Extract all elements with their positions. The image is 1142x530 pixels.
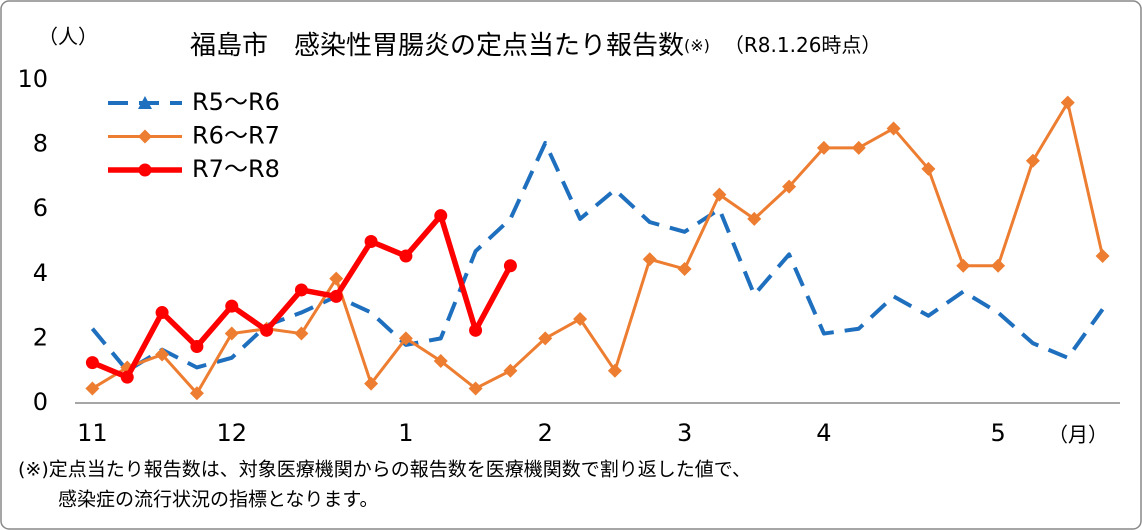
x-tick-label: 1 — [398, 419, 413, 447]
y-tick-label: 8 — [33, 130, 48, 158]
series-line — [90, 140, 1105, 373]
data-point — [85, 381, 100, 396]
x-tick-label: 2 — [538, 419, 553, 447]
data-point — [433, 354, 448, 369]
data-point — [1060, 95, 1075, 110]
data-point — [607, 363, 622, 378]
series — [90, 140, 1105, 373]
data-point — [886, 121, 901, 136]
legend-marker — [138, 96, 152, 109]
data-point — [468, 381, 483, 396]
data-point — [329, 289, 343, 303]
data-point — [991, 258, 1006, 273]
data-point — [782, 179, 797, 194]
data-point — [155, 306, 169, 320]
legend-label: R5～R6 — [192, 88, 280, 116]
data-point — [294, 283, 308, 297]
data-point — [503, 259, 517, 273]
data-point — [364, 376, 379, 391]
x-unit: （月） — [1048, 423, 1108, 447]
legend-marker — [138, 163, 152, 177]
x-tick-label: 5 — [990, 419, 1005, 447]
data-point — [398, 331, 413, 346]
title-note: (※) — [684, 36, 710, 55]
series — [85, 209, 517, 384]
data-point — [1025, 153, 1040, 168]
data-point — [225, 299, 239, 313]
data-point — [260, 323, 274, 337]
data-point — [712, 187, 727, 202]
data-point — [155, 347, 170, 362]
data-point — [677, 261, 692, 276]
data-point — [1095, 249, 1110, 264]
subtitle: （R8.1.26時点） — [724, 33, 882, 57]
chart-title: 福島市 感染性胃腸炎の定点当たり報告数(※) （R8.1.26時点） — [190, 31, 881, 61]
data-point — [329, 271, 344, 286]
data-point — [642, 252, 657, 267]
data-point — [85, 356, 99, 370]
title-main: 福島市 感染性胃腸炎の定点当たり報告数 — [190, 31, 684, 61]
data-point — [851, 140, 866, 155]
legend-marker — [138, 129, 152, 144]
data-point — [224, 326, 239, 341]
data-point — [921, 161, 936, 176]
data-point — [190, 339, 204, 353]
data-point — [503, 363, 518, 378]
x-tick-label: 3 — [677, 419, 692, 447]
data-point — [816, 140, 831, 155]
y-tick-label: 2 — [33, 323, 48, 351]
y-tick-label: 0 — [33, 388, 48, 416]
data-point — [538, 331, 553, 346]
data-point — [294, 326, 309, 341]
legend-label: R7～R8 — [192, 155, 280, 183]
y-tick-label: 10 — [17, 65, 48, 93]
y-tick-label: 4 — [33, 259, 48, 287]
data-point — [434, 209, 448, 223]
x-tick-label: 12 — [216, 419, 247, 447]
data-point — [364, 235, 378, 248]
data-point — [120, 370, 134, 384]
legend-label: R6～R7 — [192, 122, 280, 150]
footnote: 感染症の流行状況の指標となります。 — [58, 489, 379, 511]
data-point — [573, 312, 588, 327]
y-tick-label: 6 — [33, 194, 48, 222]
data-point — [956, 258, 971, 273]
x-tick-label: 4 — [816, 419, 831, 447]
footnote: (※)定点当たり報告数は、対象医療機関からの報告数を医療機関数で割り返した値で、 — [18, 459, 751, 481]
data-point — [747, 211, 762, 226]
data-point — [469, 323, 483, 337]
x-tick-label: 11 — [77, 419, 108, 447]
data-point — [189, 386, 204, 401]
data-point — [399, 249, 413, 263]
y-unit: （人） — [38, 25, 98, 49]
